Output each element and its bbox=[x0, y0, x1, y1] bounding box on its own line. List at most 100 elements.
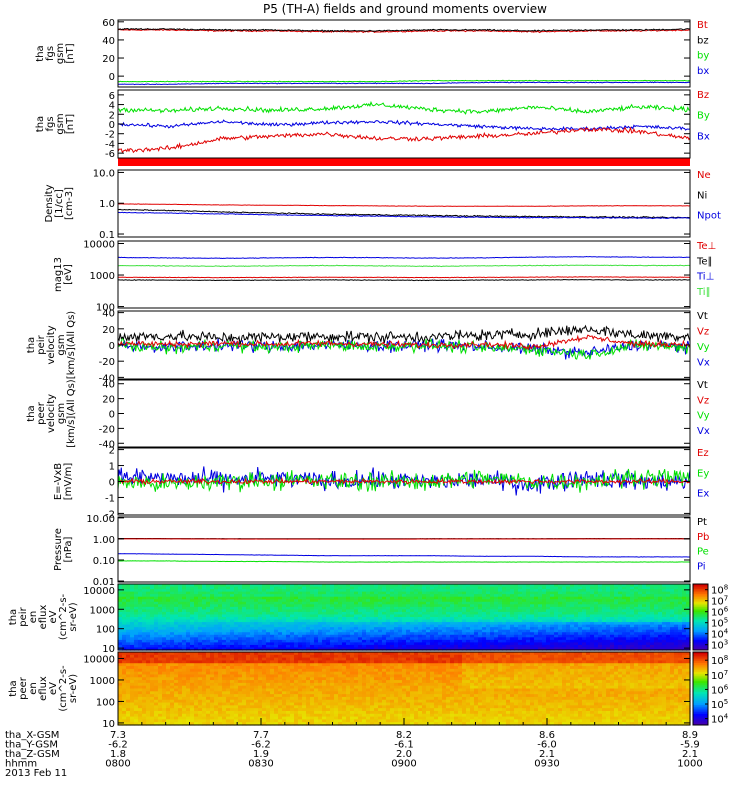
spectrogram-cell bbox=[546, 589, 551, 593]
spectrogram-cell bbox=[126, 601, 131, 605]
spectrogram-cell bbox=[354, 584, 359, 588]
spectrogram-cell bbox=[242, 634, 247, 638]
spectrogram-cell bbox=[158, 604, 163, 608]
spectrogram-cell bbox=[274, 596, 279, 600]
spectrogram-cell bbox=[238, 586, 243, 590]
spectrogram-cell bbox=[642, 594, 647, 598]
spectrogram-cell bbox=[678, 639, 683, 643]
colorbar-band bbox=[693, 610, 708, 613]
spectrogram-cell bbox=[474, 591, 479, 595]
spectrogram-cell bbox=[474, 629, 479, 633]
y-tick-label: 0 bbox=[109, 478, 115, 489]
spectrogram-cell bbox=[682, 584, 687, 588]
spectrogram-cell bbox=[162, 627, 167, 631]
spectrogram-cell bbox=[346, 606, 351, 610]
spectrogram-cell bbox=[174, 680, 179, 684]
spectrogram-cell bbox=[194, 713, 199, 718]
spectrogram-cell bbox=[414, 586, 419, 590]
spectrogram-cell bbox=[254, 637, 259, 641]
spectrogram-cell bbox=[166, 682, 171, 687]
spectrogram-cell bbox=[206, 663, 211, 667]
spectrogram-cell bbox=[290, 617, 295, 621]
spectrogram-cell bbox=[614, 584, 619, 588]
spectrogram-cell bbox=[234, 586, 239, 590]
spectrogram-cell bbox=[530, 589, 535, 593]
spectrogram-cell bbox=[262, 617, 267, 621]
spectrogram-cell bbox=[302, 647, 307, 651]
spectrogram-cell bbox=[162, 685, 167, 690]
spectrogram-cell bbox=[590, 606, 595, 610]
spectrogram-cell bbox=[122, 688, 127, 692]
spectrogram-cell bbox=[594, 642, 599, 646]
spectrogram-cell bbox=[622, 639, 627, 643]
spectrogram-cell bbox=[458, 624, 463, 628]
spectrogram-cell bbox=[366, 584, 371, 588]
spectrogram-cell bbox=[306, 639, 311, 643]
spectrogram-cell bbox=[206, 584, 211, 588]
spectrogram-cell bbox=[230, 710, 235, 715]
spectrogram-cell bbox=[198, 663, 203, 667]
spectrogram-cell bbox=[242, 660, 247, 664]
spectrogram-cell bbox=[290, 606, 295, 610]
spectrogram-cell bbox=[138, 601, 143, 605]
spectrogram-cell bbox=[594, 614, 599, 618]
spectrogram-cell bbox=[538, 614, 543, 618]
spectrogram-cell bbox=[642, 624, 647, 628]
spectrogram-cell bbox=[126, 611, 131, 616]
spectrogram-cell bbox=[218, 660, 223, 664]
spectrogram-cell bbox=[266, 710, 271, 715]
spectrogram-cell bbox=[142, 586, 147, 590]
spectrogram-cell bbox=[262, 604, 267, 608]
spectrogram-cell bbox=[202, 713, 207, 718]
spectrogram-cell bbox=[662, 586, 667, 590]
spectrogram-cell bbox=[314, 589, 319, 593]
spectrogram-cell bbox=[254, 691, 259, 695]
spectrogram-cell bbox=[226, 685, 231, 690]
spectrogram-cell bbox=[598, 591, 603, 595]
spectrogram-cell bbox=[490, 604, 495, 608]
spectrogram-cell bbox=[122, 627, 127, 631]
spectrogram-cell bbox=[486, 617, 491, 621]
spectrogram-cell bbox=[498, 632, 503, 636]
spectrogram-cell bbox=[154, 652, 159, 656]
spectrogram-cell bbox=[534, 647, 539, 651]
spectrogram-cell bbox=[470, 599, 475, 603]
spectrogram-cell bbox=[174, 710, 179, 715]
spectrogram-cell bbox=[246, 619, 251, 623]
spectrogram-cell bbox=[134, 677, 139, 681]
spectrogram-cell bbox=[202, 691, 207, 695]
spectrogram-cell bbox=[390, 604, 395, 608]
spectrogram-cell bbox=[134, 586, 139, 590]
spectrogram-cell bbox=[562, 639, 567, 643]
spectrogram-cell bbox=[330, 604, 335, 608]
spectrogram-cell bbox=[542, 642, 547, 646]
spectrogram-cell bbox=[514, 594, 519, 598]
spectrogram-cell bbox=[122, 685, 127, 690]
spectrogram-cell bbox=[474, 637, 479, 641]
spectrogram-cell bbox=[398, 594, 403, 598]
y-axis-label: [1/cc] bbox=[54, 189, 65, 218]
spectrogram-cell bbox=[190, 682, 195, 687]
spectrogram-cell bbox=[146, 584, 151, 588]
spectrogram-cell bbox=[546, 611, 551, 616]
spectrogram-cell bbox=[454, 609, 459, 613]
spectrogram-cell bbox=[162, 666, 167, 670]
spectrogram-cell bbox=[662, 622, 667, 626]
spectrogram-cell bbox=[526, 617, 531, 621]
spectrogram-cell bbox=[190, 584, 195, 588]
spectrogram-cell bbox=[298, 584, 303, 588]
spectrogram-cell bbox=[562, 606, 567, 610]
spectrogram-cell bbox=[218, 589, 223, 593]
spectrogram-cell bbox=[426, 627, 431, 631]
spectrogram-cell bbox=[602, 619, 607, 623]
spectrogram-cell bbox=[350, 622, 355, 626]
spectrogram-cell bbox=[246, 713, 251, 718]
spectrogram-cell bbox=[286, 619, 291, 623]
spectrogram-cell bbox=[234, 719, 239, 723]
spectrogram-cell bbox=[290, 634, 295, 638]
spectrogram-cell bbox=[206, 671, 211, 676]
spectrogram-cell bbox=[122, 594, 127, 598]
spectrogram-cell bbox=[202, 654, 207, 659]
spectrogram-cell bbox=[458, 629, 463, 633]
spectrogram-cell bbox=[446, 642, 451, 646]
